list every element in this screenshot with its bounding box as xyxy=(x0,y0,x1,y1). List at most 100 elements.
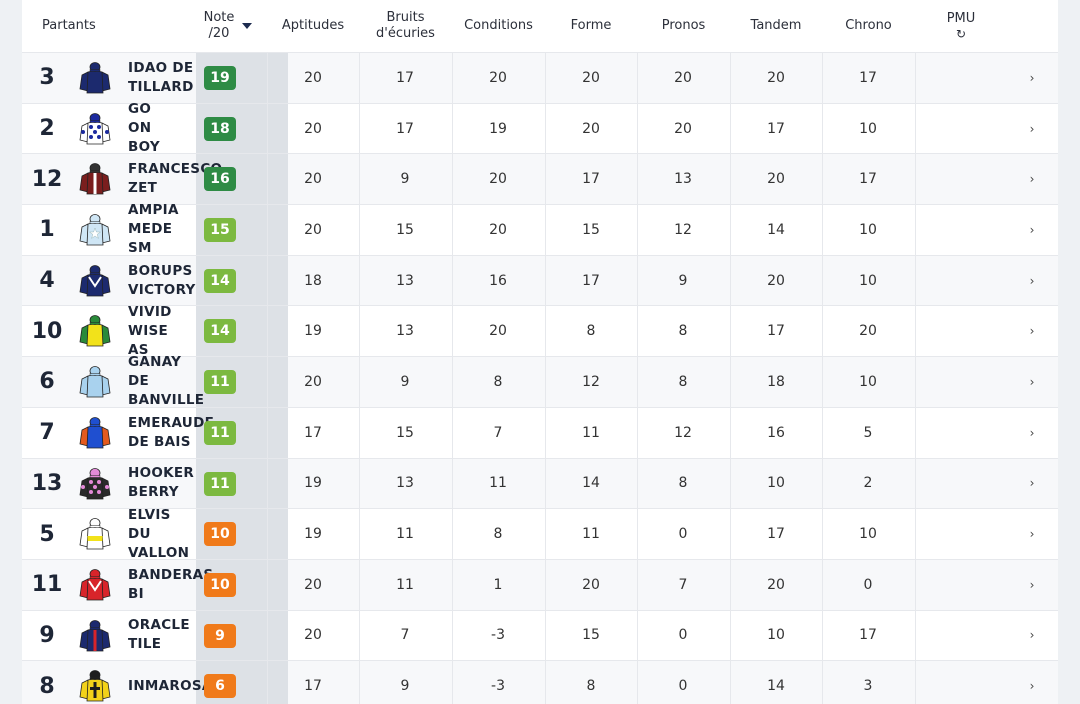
chevron-right-icon[interactable]: › xyxy=(1029,222,1035,237)
horse-name-line: GANAY xyxy=(128,354,182,371)
horse-name-line: VICTORY xyxy=(128,281,196,298)
note-badge: 11 xyxy=(204,471,236,496)
header-pronos[interactable]: Pronos xyxy=(637,0,730,52)
score-conditions: 8 xyxy=(493,373,503,390)
chevron-right-icon[interactable]: › xyxy=(1029,172,1035,187)
jockey-silk-icon xyxy=(79,467,111,499)
table-row[interactable]: 4 BORUPS VICTORY 14 18 13 16 17 9 20 10 › xyxy=(22,254,1058,306)
score-pronos: 0 xyxy=(678,678,688,695)
chevron-right-icon[interactable]: › xyxy=(1029,121,1035,136)
chevron-right-icon[interactable]: › xyxy=(1029,324,1035,339)
header-conditions[interactable]: Conditions xyxy=(452,0,545,52)
table-row[interactable]: 11 BANDERAS BI 10 20 11 1 20 7 20 0 › xyxy=(22,558,1058,610)
horse-name[interactable]: ELVIS DU VALLON xyxy=(128,507,218,561)
header-note[interactable]: Note /20 xyxy=(182,0,274,52)
horse-name[interactable]: HOOKER BERRY xyxy=(128,459,218,509)
score-tandem: 17 xyxy=(767,323,785,340)
score-aptitudes: 20 xyxy=(304,69,322,86)
horse-name[interactable]: EMERAUDE DE BAIS xyxy=(128,408,218,458)
score-bruits: 11 xyxy=(396,526,414,543)
horse-name[interactable]: GO ON BOY xyxy=(128,101,218,155)
header-forme-label: Forme xyxy=(570,18,612,33)
table-row[interactable]: 2 GO ON BOY 18 20 17 19 20 20 17 10 › xyxy=(22,101,1058,155)
column-divider xyxy=(637,559,638,610)
score-bruits: 15 xyxy=(396,221,414,238)
header-pmu[interactable]: PMU ↻ xyxy=(915,0,1007,52)
column-divider xyxy=(452,205,453,255)
header-partants[interactable]: Partants xyxy=(42,0,162,52)
table-row[interactable]: 10 VIVID WISE AS 14 19 13 20 8 8 17 20 › xyxy=(22,304,1058,358)
column-divider xyxy=(452,103,453,154)
table-row[interactable]: 7 EMERAUDE DE BAIS 11 17 15 7 11 12 16 5 › xyxy=(22,406,1058,458)
header-tandem[interactable]: Tandem xyxy=(730,0,822,52)
table-row[interactable]: 5 ELVIS DU VALLON 10 19 11 8 11 0 17 10 › xyxy=(22,507,1058,561)
chevron-right-icon[interactable]: › xyxy=(1029,476,1035,491)
horse-name[interactable]: BORUPS VICTORY xyxy=(128,256,218,306)
column-divider xyxy=(730,458,731,509)
column-divider xyxy=(730,205,731,255)
chevron-right-icon[interactable]: › xyxy=(1029,273,1035,288)
horse-name[interactable]: ORACLE TILE xyxy=(128,611,218,661)
chevron-right-icon[interactable]: › xyxy=(1029,628,1035,643)
horse-name-line: BANDERAS xyxy=(128,566,214,583)
column-divider xyxy=(915,154,916,205)
table-row[interactable]: 3 IDAO DE TILLARD 19 20 17 20 20 20 20 17 › xyxy=(22,52,1058,103)
column-divider xyxy=(267,610,268,661)
header-chrono[interactable]: Chrono xyxy=(822,0,915,52)
chevron-right-icon[interactable]: › xyxy=(1029,374,1035,389)
score-conditions: -3 xyxy=(491,678,505,695)
chevron-right-icon[interactable]: › xyxy=(1029,70,1035,85)
chevron-right-icon[interactable]: › xyxy=(1029,577,1035,592)
table-row[interactable]: 9 ORACLE TILE 9 20 7 -3 15 0 10 17 › xyxy=(22,609,1058,661)
score-conditions: 20 xyxy=(489,69,507,86)
table-body: 3 IDAO DE TILLARD 19 20 17 20 20 20 20 17 › 2 GO ON BOY… xyxy=(22,52,1058,704)
horse-name[interactable]: VIVID WISE AS xyxy=(128,304,218,358)
chevron-right-icon[interactable]: › xyxy=(1029,679,1035,694)
runner-number: 4 xyxy=(39,268,55,294)
score-conditions: 19 xyxy=(489,120,507,137)
table-row[interactable]: 1 AMPIA MEDE SM 15 20 15 20 15 12 14 10 › xyxy=(22,202,1058,256)
horse-name-line: EMERAUDE xyxy=(128,414,215,431)
horse-name[interactable]: INMAROSA xyxy=(128,661,218,704)
column-divider xyxy=(822,509,823,559)
column-divider xyxy=(915,661,916,704)
refresh-icon[interactable]: ↻ xyxy=(955,27,967,41)
score-bruits: 11 xyxy=(396,576,414,593)
table-row[interactable]: 8 INMAROSA 6 17 9 -3 8 0 14 3 › xyxy=(22,660,1058,704)
column-divider xyxy=(545,610,546,661)
horse-name[interactable]: FRANCESCO ZET xyxy=(128,154,222,204)
header-aptitudes[interactable]: Aptitudes xyxy=(267,0,359,52)
score-pronos: 12 xyxy=(674,424,692,441)
column-divider xyxy=(545,509,546,559)
column-divider xyxy=(637,661,638,704)
note-badge: 19 xyxy=(204,66,236,90)
column-divider xyxy=(730,610,731,661)
horse-name[interactable]: GANAY DE BANVILLE xyxy=(128,354,218,408)
table-row[interactable]: 13 HOOKER BERRY 11 19 13 11 14 8 10 2 › xyxy=(22,457,1058,509)
score-forme: 8 xyxy=(586,323,596,340)
header-note-line1: Note xyxy=(203,10,235,25)
header-forme[interactable]: Forme xyxy=(545,0,637,52)
table-row[interactable]: 6 GANAY DE BANVILLE 11 20 9 8 12 8 18 10 › xyxy=(22,354,1058,408)
horse-name-line: HOOKER xyxy=(128,465,195,482)
score-chrono: 17 xyxy=(859,627,877,644)
horse-name-line: TILE xyxy=(128,636,162,653)
header-bruits[interactable]: Bruits d'écuries xyxy=(359,0,452,52)
score-pronos: 0 xyxy=(678,526,688,543)
horse-name[interactable]: AMPIA MEDE SM xyxy=(128,202,218,256)
chevron-right-icon[interactable]: › xyxy=(1029,527,1035,542)
chevron-right-icon[interactable]: › xyxy=(1029,425,1035,440)
column-divider xyxy=(637,357,638,407)
horse-name-line: ZET xyxy=(128,180,158,197)
sort-down-icon[interactable] xyxy=(242,23,253,29)
score-tandem: 17 xyxy=(767,526,785,543)
horse-name[interactable]: BANDERAS BI xyxy=(128,560,218,610)
partants-table: Partants Note /20 Aptitudes Bruits d'écu… xyxy=(22,0,1058,704)
horse-name[interactable]: IDAO DE TILLARD xyxy=(128,53,218,103)
score-chrono: 20 xyxy=(859,323,877,340)
column-divider xyxy=(359,610,360,661)
runner-number: 13 xyxy=(31,470,63,496)
column-divider xyxy=(452,559,453,610)
horse-name-line: ORACLE xyxy=(128,617,190,634)
table-row[interactable]: 12 FRANCESCO ZET 16 20 9 20 17 13 20 17 › xyxy=(22,153,1058,205)
